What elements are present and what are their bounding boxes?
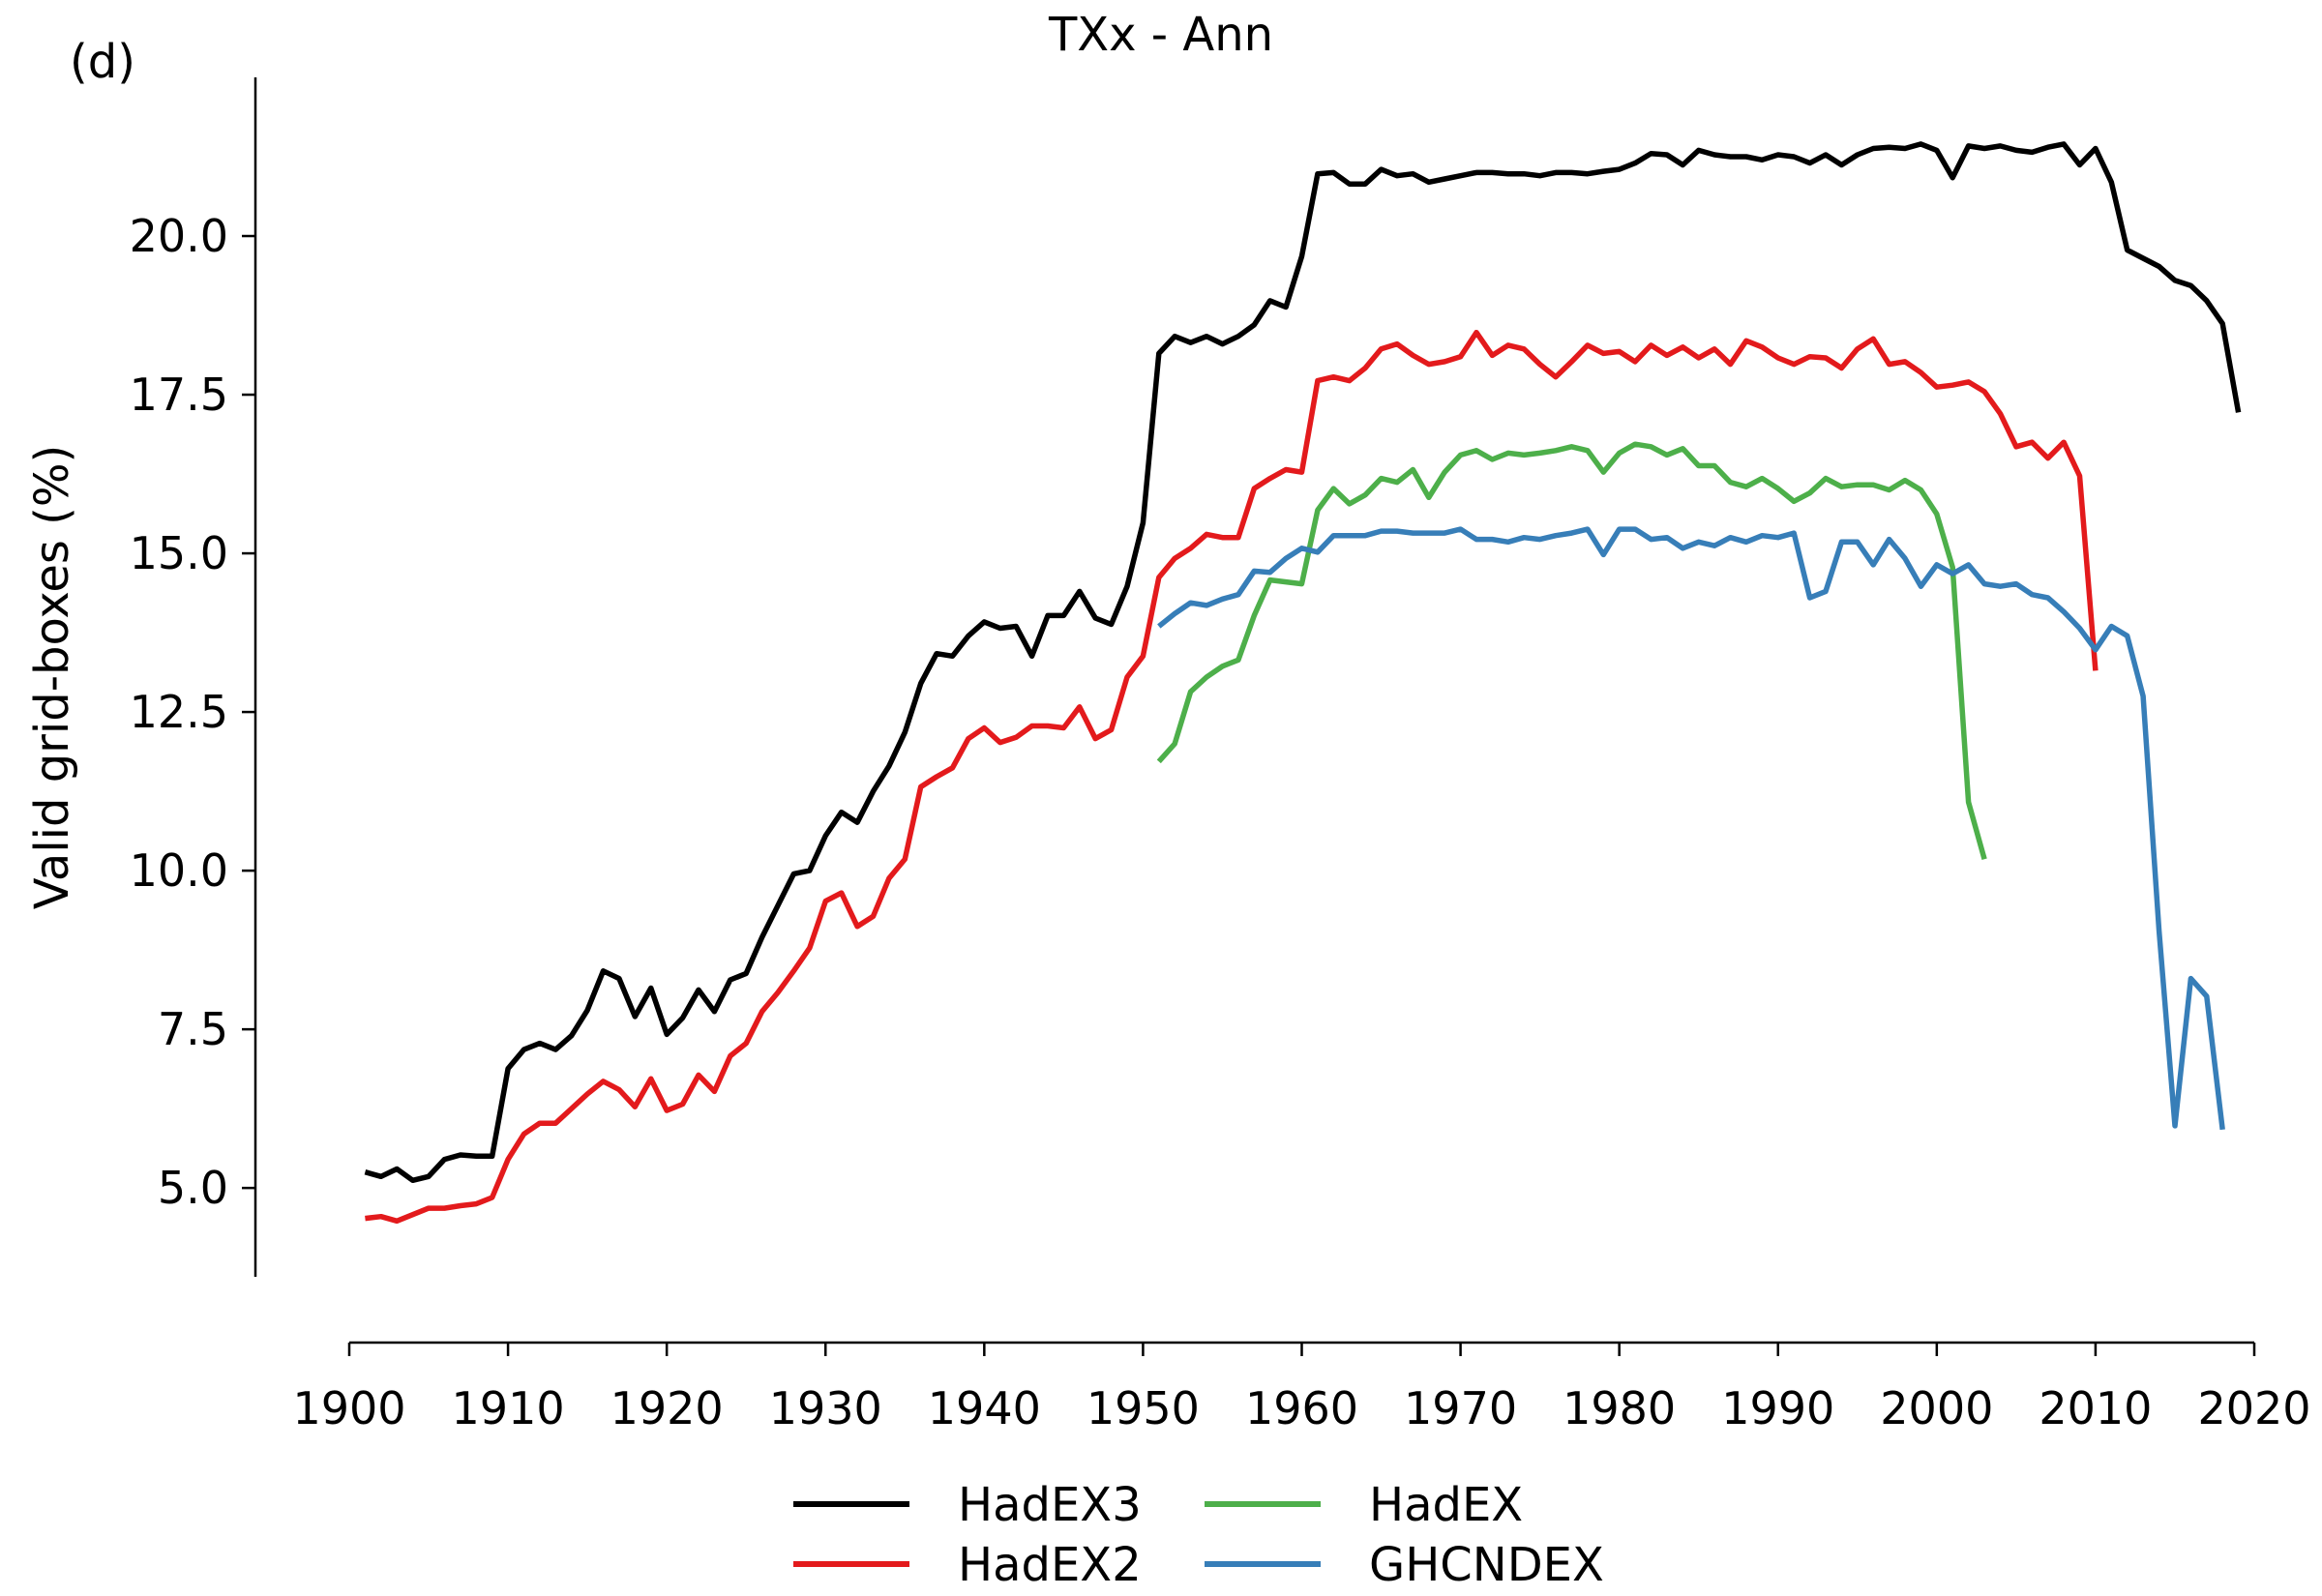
x-ticks: 1900 1910 1920 1930 1940 1950 1960 1970 1980 1990… (292, 1343, 2311, 1434)
x-tick-label: 1990 (1721, 1382, 1834, 1434)
chart-title: TXx - Ann (1048, 8, 1273, 62)
legend-label-ghcndex: GHCNDEX (1369, 1538, 1604, 1592)
legend-label-hadex2: HadEX2 (958, 1538, 1142, 1592)
y-tick-label: 10.0 (130, 844, 228, 897)
x-tick-label: 1940 (928, 1382, 1041, 1434)
x-tick-label: 1920 (610, 1382, 724, 1434)
x-tick-label: 1980 (1563, 1382, 1676, 1434)
series-lines (364, 141, 2242, 1225)
x-tick-label: 1910 (452, 1382, 565, 1434)
series-line-hadex3 (364, 141, 2242, 1184)
series-line-hadex2 (365, 329, 2099, 1225)
x-tick-label: 2010 (2039, 1382, 2152, 1434)
legend-label-hadex3: HadEX3 (958, 1478, 1142, 1532)
x-tick-label: 1960 (1245, 1382, 1358, 1434)
legend: HadEX3 HadEX2 HadEX GHCNDEX (793, 1478, 1604, 1592)
y-tick-label: 15.0 (130, 527, 228, 579)
series-line-hadex (1156, 441, 1987, 861)
y-tick-label: 17.5 (130, 369, 228, 421)
y-tick-label: 12.5 (130, 686, 228, 738)
x-tick-label: 2000 (1880, 1382, 1993, 1434)
x-tick-label: 2020 (2197, 1382, 2310, 1434)
x-tick-label: 1950 (1087, 1382, 1200, 1434)
y-tick-label: 7.5 (158, 1003, 228, 1055)
y-tick-label: 20.0 (130, 210, 228, 262)
legend-label-hadex: HadEX (1369, 1478, 1523, 1532)
y-tick-label: 5.0 (158, 1162, 228, 1214)
y-axis-label: Valid grid-boxes (%) (25, 445, 79, 909)
x-tick-label: 1900 (292, 1382, 405, 1434)
series-line-ghcndex (1157, 526, 2225, 1131)
x-tick-label: 1970 (1404, 1382, 1517, 1434)
y-ticks: 5.0 7.5 10.0 12.5 15.0 17.5 20.0 (130, 210, 255, 1214)
x-tick-label: 1930 (769, 1382, 882, 1434)
panel-label: (d) (70, 35, 135, 89)
